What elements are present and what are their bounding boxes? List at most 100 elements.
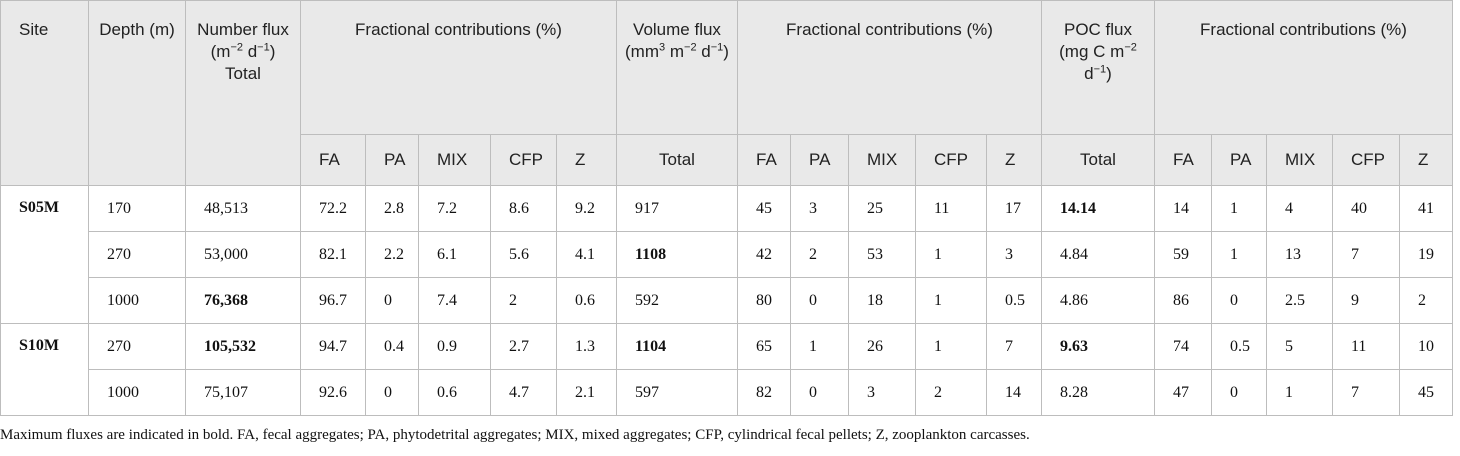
header-text: ) [1106,64,1112,83]
header-cell: Volume flux (mm3 m−2 d−1) [616,0,738,135]
table-cell: 1 [915,277,987,324]
table-cell: 1000 [88,277,186,324]
table-cell: 9 [1332,277,1400,324]
table-cell: 1000 [88,369,186,416]
header-text: d [1084,64,1094,83]
table-row: S10M 270 105,532 94.7 0.4 0.9 2.7 1.3 1104 65 1 26 1… [0,323,1453,416]
header-cell: Z [986,134,1042,186]
table-cell: 4.7 [490,369,557,416]
header-cell: Z [556,134,617,186]
table-row: 1000 76,368 96.7 0 7.4 2 0.6 592 80 0 18 1 0.5 4.86 86… [1,277,1453,324]
header-cell: MIX [848,134,916,186]
table-cell: 2.1 [556,369,617,416]
table-cell: 0 [365,277,419,324]
table-cell: 1 [790,323,849,370]
table-cell: 3 [790,185,849,232]
header-cell: FA [1154,134,1212,186]
table-cell: 25 [848,185,916,232]
table-cell: 14 [986,369,1042,416]
table-cell: 74 [1154,323,1212,370]
table-cell: 1108 [616,231,738,278]
table-cell: 5.6 [490,231,557,278]
table-cell: 1 [1211,185,1267,232]
header-text: −2 [684,41,697,54]
header-cell: Site [0,0,89,186]
header-text: d [242,42,258,61]
header-cell: CFP [915,134,987,186]
header-row: Site Depth (m) Number flux (m−2 d−1) Total F… [0,0,1453,186]
table-cell: 53 [848,231,916,278]
table-cell: 5 [1266,323,1333,370]
table-cell: 0 [790,369,849,416]
table-cell: 82 [737,369,791,416]
header-text: d [696,42,711,61]
header-cell: MIX [1266,134,1333,186]
header-cell: Total [616,134,738,186]
table-cell: 3 [986,231,1042,278]
table-cell: 0.5 [986,277,1042,324]
table-cell: 8.28 [1041,369,1155,416]
table-cell: 2 [915,369,987,416]
table-cell: 65 [737,323,791,370]
table-cell: 270 [88,323,186,370]
header-cell: POC flux (mg C m−2 d−1) [1041,0,1155,135]
site-cell: S05M [0,185,89,324]
table-cell: 9.63 [1041,323,1155,370]
table-cell: 1104 [616,323,738,370]
site-cell: S10M [0,323,89,416]
table-cell: 0 [365,369,419,416]
header-cell: MIX [418,134,491,186]
table-cell: 45 [1399,369,1453,416]
table-cell: 2 [490,277,557,324]
header-cell: Fractional contributions (%) [1154,0,1453,135]
header-text: m [665,42,685,61]
table-cell: 1 [1211,231,1267,278]
table-cell: 2 [1399,277,1453,324]
footnote: Maximum fluxes are indicated in bold. FA… [0,427,1030,443]
header-text: ) [269,42,276,61]
table-cell: 1 [915,231,987,278]
table-row: 1000 75,107 92.6 0 0.6 4.7 2.1 597 82 0 3 2 14 8.28 47… [1,369,1453,416]
table-cell: 4.86 [1041,277,1155,324]
table-header: Site Depth (m) Number flux (m−2 d−1) Total F… [0,0,1453,186]
header-text: −1 [1093,63,1107,76]
table-cell: 4 [1266,185,1333,232]
table-cell: 14 [1154,185,1212,232]
header-cell: Total [1041,134,1155,186]
table-cell: 76,368 [185,277,301,324]
table-cell: 72.2 [300,185,366,232]
table-cell: 170 [88,185,186,232]
table-cell: 0.4 [365,323,419,370]
table-cell: 45 [737,185,791,232]
table-cell: 105,532 [185,323,301,370]
header-text: Number flux (m [197,20,289,61]
table-cell: 40 [1332,185,1400,232]
table-cell: 94.7 [300,323,366,370]
table-cell: 4.84 [1041,231,1155,278]
header-cell: CFP [490,134,557,186]
table-cell: 1 [1266,369,1333,416]
header-cell: Depth (m) [88,0,186,186]
table-cell: 92.6 [300,369,366,416]
table-cell: 82.1 [300,231,366,278]
table-cell: 0.6 [418,369,491,416]
header-text: POC flux (mg C m [1059,20,1133,61]
table-cell: 11 [915,185,987,232]
table-cell: 59 [1154,231,1212,278]
table-cell: 270 [88,231,186,278]
table-cell: 13 [1266,231,1333,278]
header-text: −2 [1124,41,1137,54]
table-cell: 2.5 [1266,277,1333,324]
header-cell: PA [1211,134,1267,186]
table-cell: 1.3 [556,323,617,370]
table-cell: 3 [848,369,916,416]
table-cell: 18 [848,277,916,324]
table-cell: 26 [848,323,916,370]
table-cell: 7.4 [418,277,491,324]
header-text: −2 [230,41,243,54]
table-cell: 7 [1332,231,1400,278]
table-cell: 41 [1399,185,1453,232]
table-cell: 2.2 [365,231,419,278]
table-cell: 7.2 [418,185,491,232]
